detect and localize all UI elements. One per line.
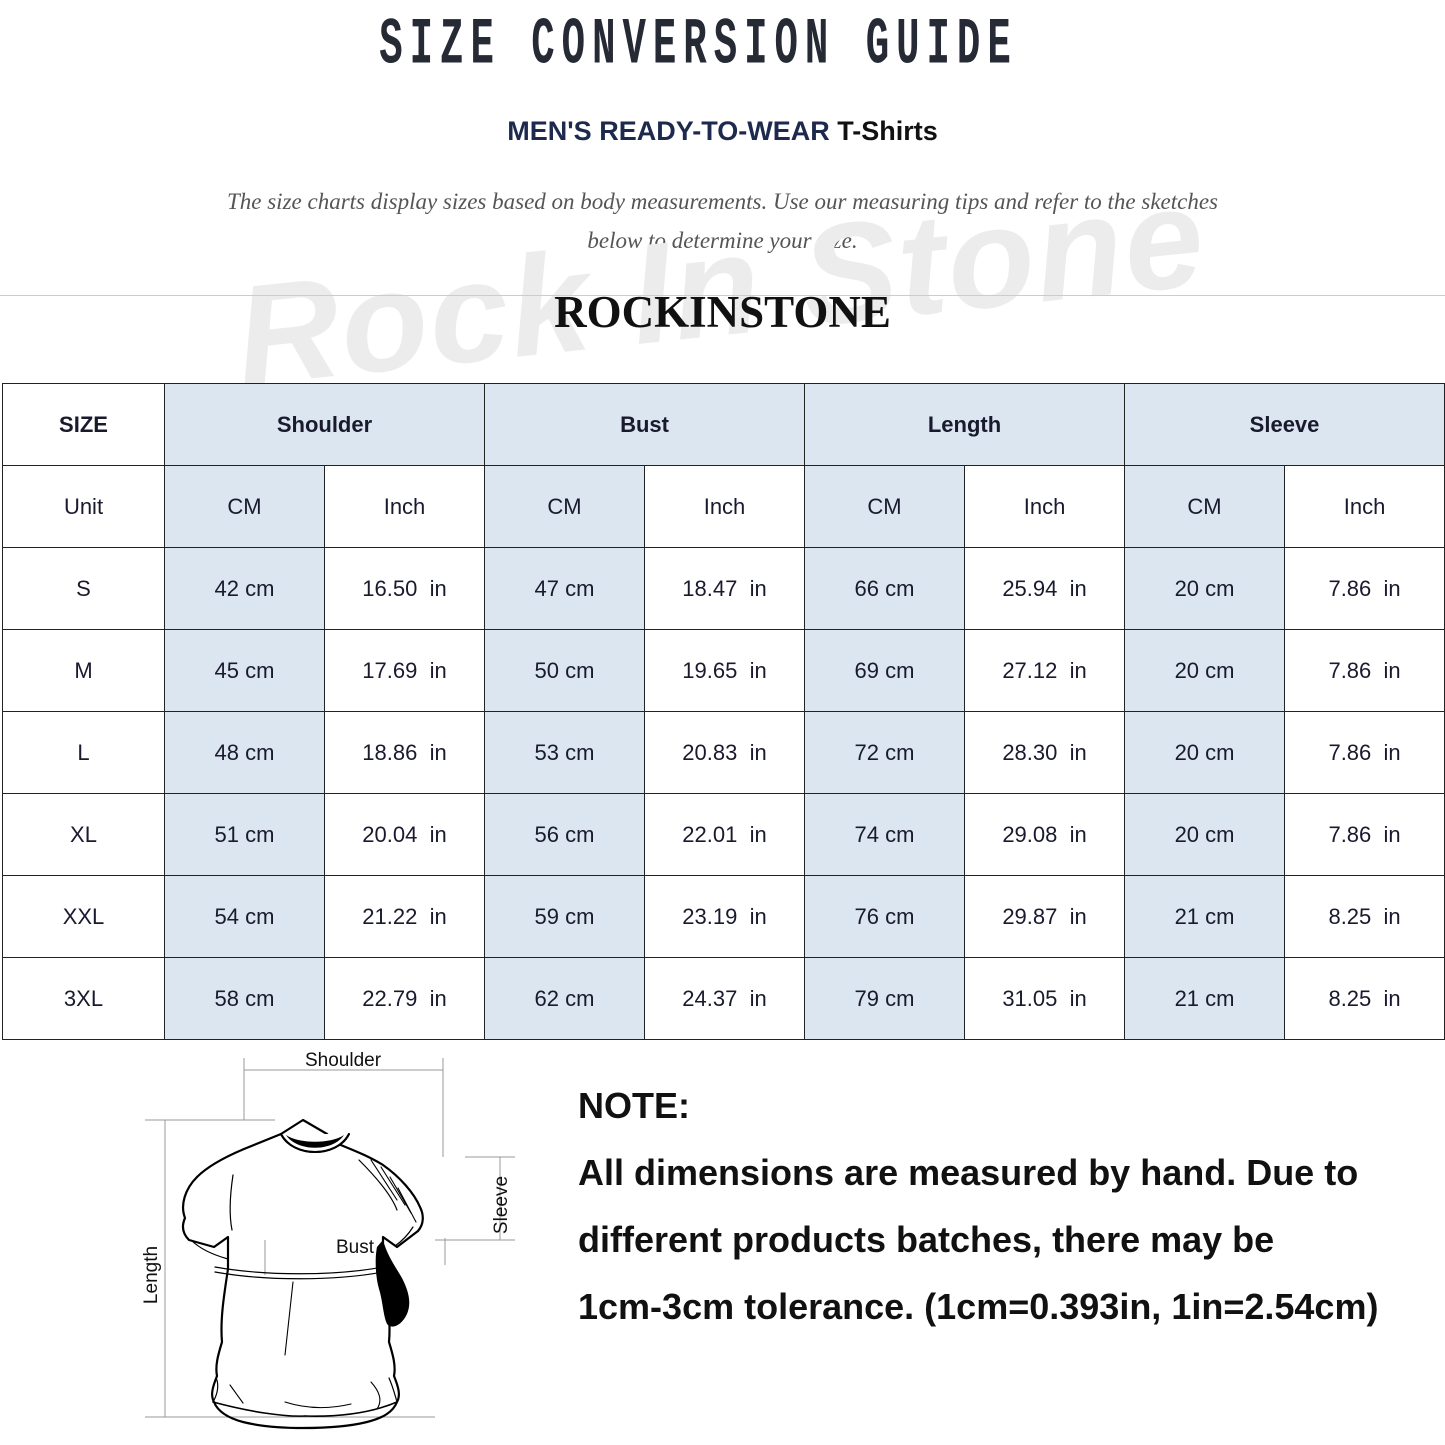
svg-text:Length: Length [141,1246,162,1304]
svg-text:Bust: Bust [336,1237,375,1258]
svg-text:Shoulder: Shoulder [305,1050,382,1071]
svg-text:Sleeve: Sleeve [491,1176,512,1234]
